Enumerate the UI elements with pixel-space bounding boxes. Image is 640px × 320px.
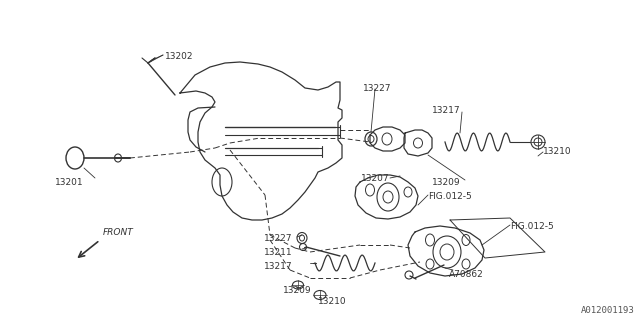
Text: FIG.012-5: FIG.012-5 xyxy=(510,222,554,231)
Text: 13227: 13227 xyxy=(264,234,292,243)
Text: A012001193: A012001193 xyxy=(581,306,635,315)
Text: 13210: 13210 xyxy=(543,147,572,156)
Text: FIG.012-5: FIG.012-5 xyxy=(428,192,472,201)
Text: 13211: 13211 xyxy=(264,248,292,257)
Text: 13209: 13209 xyxy=(432,178,461,187)
Text: 13210: 13210 xyxy=(318,297,347,306)
Text: FRONT: FRONT xyxy=(103,228,134,237)
Text: 13217: 13217 xyxy=(432,106,461,115)
Text: A70862: A70862 xyxy=(449,270,484,279)
Text: 13217: 13217 xyxy=(264,262,292,271)
Text: 13202: 13202 xyxy=(165,52,193,61)
Text: 13207: 13207 xyxy=(361,174,390,183)
Text: 13227: 13227 xyxy=(363,84,392,93)
Text: 13209: 13209 xyxy=(283,286,312,295)
Text: 13201: 13201 xyxy=(55,178,84,187)
